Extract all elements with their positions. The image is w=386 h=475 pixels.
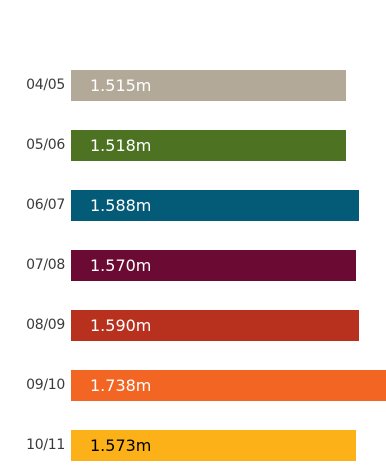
category-label: 07/08 (26, 257, 65, 273)
bar-row: 09/10 1.738m (0, 370, 386, 401)
value-label: 1.738m (90, 376, 152, 395)
value-label: 1.518m (90, 136, 152, 155)
value-label: 1.570m (90, 256, 152, 275)
bar: 1.738m (71, 370, 386, 401)
value-label: 1.573m (90, 436, 152, 455)
bar: 1.515m (71, 70, 346, 101)
bar: 1.573m (71, 430, 356, 461)
bar-row: 08/09 1.590m (0, 310, 386, 341)
bar-row: 04/05 1.515m (0, 70, 386, 101)
value-label: 1.588m (90, 196, 152, 215)
category-label: 10/11 (26, 437, 65, 453)
category-label: 06/07 (26, 197, 65, 213)
category-label: 04/05 (26, 77, 65, 93)
bar-row: 06/07 1.588m (0, 190, 386, 221)
category-label: 08/09 (26, 317, 65, 333)
bar-row: 05/06 1.518m (0, 130, 386, 161)
value-label: 1.515m (90, 76, 152, 95)
category-label: 05/06 (26, 137, 65, 153)
bar-row: 10/11 1.573m (0, 430, 386, 461)
bar-row: 07/08 1.570m (0, 250, 386, 281)
bar: 1.588m (71, 190, 359, 221)
bar: 1.518m (71, 130, 346, 161)
value-label: 1.590m (90, 316, 152, 335)
bar: 1.570m (71, 250, 356, 281)
bar: 1.590m (71, 310, 359, 341)
category-label: 09/10 (26, 377, 65, 393)
